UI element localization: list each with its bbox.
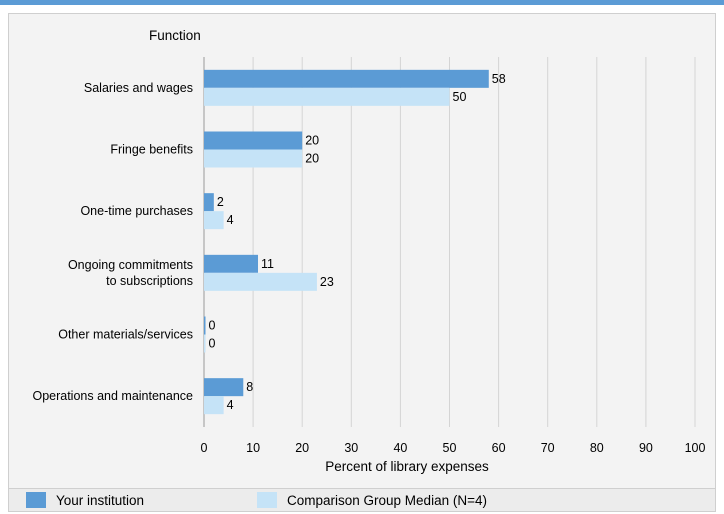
- data-label: 23: [320, 275, 334, 289]
- legend-label-comparison-group: Comparison Group Median (N=4): [287, 493, 487, 508]
- bar-your-institution-5: [204, 378, 243, 396]
- category-label: One-time purchases: [80, 204, 193, 218]
- legend-swatch-comparison-group: [257, 492, 277, 508]
- bar-your-institution-2: [204, 193, 214, 211]
- bar-comparison-group-4: [204, 335, 206, 353]
- category-labels: Salaries and wages Fringe benefits One-tim…: [32, 81, 193, 403]
- x-tick-label: 90: [639, 441, 653, 455]
- x-tick-label: 50: [443, 441, 457, 455]
- grid-lines: [204, 57, 695, 427]
- legend: Your institution Comparison Group Median…: [8, 489, 716, 512]
- x-tick-label: 30: [344, 441, 358, 455]
- x-axis-title: Percent of library expenses: [325, 459, 489, 474]
- x-tick-label: 70: [541, 441, 555, 455]
- data-label: 2: [217, 195, 224, 209]
- bar-your-institution-4: [204, 317, 206, 335]
- x-tick-label: 40: [393, 441, 407, 455]
- header-accent-bar: [0, 0, 724, 5]
- chart-panel: Function 58 50 20 20 2 4 11 23 0 0 8 4 Salaries and…: [8, 13, 716, 489]
- x-tick-label: 100: [685, 441, 706, 455]
- data-label: 0: [209, 319, 216, 333]
- bar-your-institution-1: [204, 132, 302, 150]
- legend-swatch-your-institution: [26, 492, 46, 508]
- bar-comparison-group-1: [204, 150, 302, 168]
- x-tick-label: 80: [590, 441, 604, 455]
- data-label: 50: [453, 90, 467, 104]
- category-label: Salaries and wages: [84, 81, 193, 95]
- x-tick-label: 60: [492, 441, 506, 455]
- x-tick-label: 0: [201, 441, 208, 455]
- bar-comparison-group-0: [204, 88, 450, 106]
- bar-comparison-group-3: [204, 273, 317, 291]
- data-label: 8: [246, 380, 253, 394]
- data-label: 4: [227, 213, 234, 227]
- legend-label-your-institution: Your institution: [56, 493, 144, 508]
- bar-comparison-group-2: [204, 211, 224, 229]
- bar-your-institution-0: [204, 70, 489, 88]
- y-axis-title: Function: [149, 28, 201, 43]
- data-label: 58: [492, 72, 506, 86]
- x-tick-label: 20: [295, 441, 309, 455]
- category-label: Other materials/services: [58, 328, 193, 342]
- data-label: 11: [261, 257, 274, 271]
- legend-item-your-institution: Your institution: [26, 492, 144, 508]
- data-label: 20: [305, 134, 319, 148]
- legend-item-comparison-group: Comparison Group Median (N=4): [257, 492, 487, 508]
- data-label: 4: [227, 398, 234, 412]
- x-tick-label: 10: [246, 441, 260, 455]
- category-label: Fringe benefits: [110, 143, 193, 157]
- bar-comparison-group-5: [204, 396, 224, 414]
- x-tick-labels: 0 10 20 30 40 50 60 70 80 90 100: [201, 441, 706, 455]
- data-label: 0: [209, 337, 216, 351]
- category-label: Operations and maintenance: [32, 389, 193, 403]
- data-label: 20: [305, 152, 319, 166]
- category-label: Ongoing commitments to subscriptions: [68, 258, 193, 288]
- bar-your-institution-3: [204, 255, 258, 273]
